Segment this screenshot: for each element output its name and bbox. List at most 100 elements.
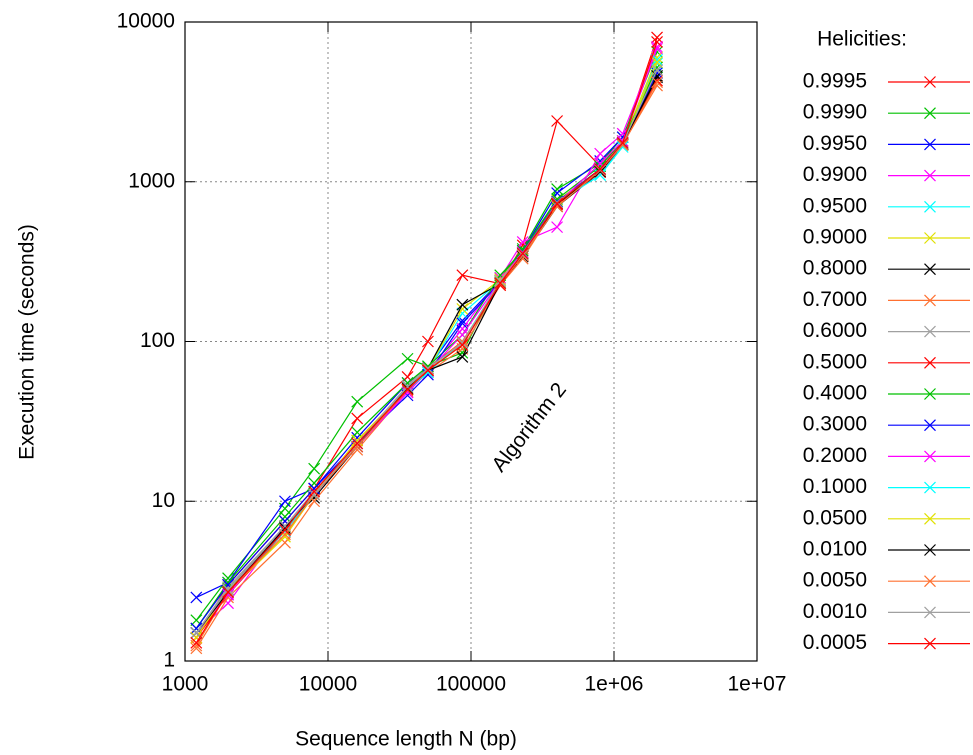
data-point <box>494 274 507 287</box>
data-point <box>279 536 291 549</box>
data-point <box>308 485 321 498</box>
legend-label: 0.0500 <box>803 506 867 529</box>
data-point <box>190 642 203 655</box>
data-point <box>456 351 469 363</box>
legend-title: Helicities: <box>817 28 907 51</box>
y-axis-label: Execution time (seconds) <box>16 224 39 460</box>
legend-label: 0.0050 <box>803 569 867 592</box>
data-point <box>351 395 364 408</box>
legend-label: 0.1000 <box>803 475 867 498</box>
data-point <box>616 137 629 149</box>
legend-swatch <box>924 419 936 432</box>
data-point <box>494 277 507 290</box>
data-point <box>456 317 469 330</box>
legend-label: 0.9000 <box>803 226 867 249</box>
data-point <box>516 247 529 260</box>
legend-label: 0.4000 <box>803 382 867 405</box>
legend-label: 0.8000 <box>803 257 867 280</box>
series-line <box>195 75 658 634</box>
data-point <box>551 195 564 208</box>
y-tick-label: 1 <box>163 649 175 672</box>
data-point <box>190 639 203 652</box>
legend-swatch <box>924 263 936 276</box>
legend-swatch <box>924 544 936 556</box>
x-tick-label: 1000 <box>162 673 209 696</box>
legend-label: 0.9900 <box>803 163 867 186</box>
legend-swatch <box>924 388 936 400</box>
data-point <box>222 583 234 596</box>
data-point <box>401 380 414 393</box>
legend-swatch <box>924 575 936 588</box>
legend-label: 0.0100 <box>803 538 867 561</box>
data-point <box>401 386 414 399</box>
y-tick-label: 1000 <box>128 169 175 192</box>
legend-label: 0.6000 <box>803 319 867 342</box>
data-point <box>551 221 564 234</box>
legend-label: 0.5000 <box>803 350 867 373</box>
legend-swatch <box>924 294 936 307</box>
legend-label: 0.3000 <box>803 413 867 436</box>
data-point <box>351 412 364 425</box>
legend-swatch <box>924 107 936 120</box>
legend-swatch <box>924 481 936 494</box>
data-point <box>594 165 607 178</box>
data-point <box>651 53 663 66</box>
data-point <box>456 322 469 335</box>
data-point <box>456 269 469 282</box>
data-point <box>551 197 564 210</box>
data-point <box>401 352 414 365</box>
data-point <box>651 40 663 53</box>
legend-swatch <box>924 200 936 213</box>
data-point <box>422 364 434 377</box>
data-point <box>308 488 321 501</box>
series-line <box>196 69 658 598</box>
annotation: Algorithm 2 <box>487 378 571 476</box>
series-line <box>195 69 658 634</box>
x-tick-label: 1e+06 <box>585 673 644 696</box>
data-point <box>401 383 414 396</box>
data-point <box>551 196 564 209</box>
legend-swatch <box>924 76 936 88</box>
data-point <box>190 591 203 604</box>
data-point <box>351 434 364 447</box>
data-point <box>651 36 663 48</box>
data-point <box>651 69 663 82</box>
legend-swatch <box>924 606 936 619</box>
data-point <box>308 491 321 504</box>
data-point <box>422 335 434 348</box>
legend-swatch <box>924 512 936 525</box>
legend-swatch <box>924 232 936 244</box>
data-point <box>551 115 564 127</box>
data-point <box>651 64 663 77</box>
x-tick-label: 10000 <box>299 673 357 696</box>
data-point <box>456 339 469 351</box>
legend-label: 0.0010 <box>803 600 867 623</box>
legend-label: 0.7000 <box>803 288 867 311</box>
data-point <box>456 307 469 320</box>
data-point <box>351 440 364 453</box>
data-point <box>594 147 607 160</box>
data-point <box>190 636 203 649</box>
data-point <box>279 520 291 532</box>
y-tick-label: 10000 <box>117 10 175 33</box>
data-point <box>279 524 291 537</box>
data-point <box>279 495 291 508</box>
data-point <box>594 163 607 176</box>
data-point <box>456 298 469 311</box>
legend-swatch <box>924 637 936 650</box>
data-point <box>351 443 364 456</box>
legend-swatch <box>924 356 936 369</box>
data-point <box>651 31 663 44</box>
legend-label: 0.0005 <box>803 631 867 654</box>
legend-swatch <box>924 325 936 338</box>
data-point <box>222 586 234 599</box>
data-point <box>351 431 364 444</box>
series-line <box>195 72 658 629</box>
legend-label: 0.9950 <box>803 132 867 155</box>
data-point <box>551 200 564 213</box>
x-axis-label: Sequence length N (bp) <box>295 728 517 751</box>
legend-label: 0.9500 <box>803 194 867 217</box>
legend-label: 0.9990 <box>803 101 867 124</box>
